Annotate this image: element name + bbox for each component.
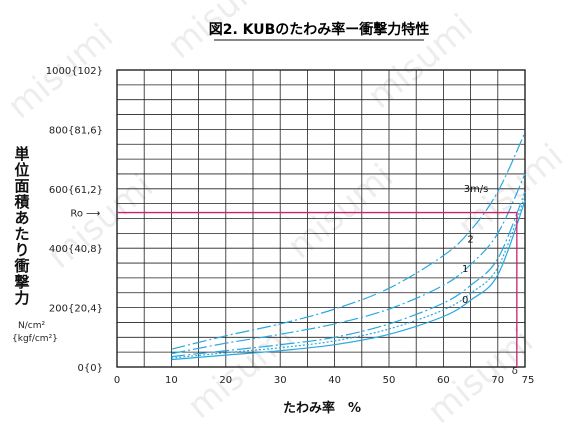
chart-title: 図2. KUBのたわみ率ー衝撃力特性 bbox=[209, 21, 430, 38]
series-layer: 3m/s 2 1 0 bbox=[171, 132, 526, 361]
y-axis-label-char: 積 bbox=[13, 193, 30, 211]
ro-label: Ro bbox=[70, 209, 83, 220]
y-tick-label: 400{40,8} bbox=[49, 244, 103, 255]
y-tick-label: 600{61,2} bbox=[49, 185, 103, 196]
x-tick-label: 30 bbox=[274, 375, 287, 386]
y-axis-label-char: あ bbox=[14, 209, 29, 227]
x-tick-label: 20 bbox=[219, 375, 232, 386]
series-label-0: 0 bbox=[462, 295, 468, 306]
x-tick-label: 60 bbox=[437, 375, 450, 386]
y-axis-label-char: 撃 bbox=[14, 273, 29, 291]
series-label-2: 2 bbox=[467, 234, 473, 245]
x-tick-label: 10 bbox=[165, 375, 178, 386]
y-axis-label-char: 位 bbox=[14, 161, 29, 179]
y-tick-label: 200{20,4} bbox=[49, 304, 103, 315]
y-axis-label-char: 面 bbox=[14, 177, 29, 195]
y-axis-label-char: 衝 bbox=[13, 257, 29, 275]
series-line-3ms-0 bbox=[171, 132, 526, 350]
annotations: Ro ⟶ δ bbox=[70, 209, 518, 377]
series-label-3ms: 3m/s bbox=[464, 184, 489, 195]
series-line-1-2 bbox=[171, 191, 526, 358]
x-tick-label: 40 bbox=[328, 375, 341, 386]
ro-arrow: ⟶ bbox=[86, 209, 100, 220]
y-axis-label-char: た bbox=[14, 225, 29, 243]
x-tick-labels: 0 10 20 30 40 50 60 70 75 bbox=[114, 375, 535, 386]
y-tick-label: 0{0} bbox=[78, 363, 103, 374]
series-line-2-1 bbox=[171, 173, 526, 355]
y-tick-label: 800{81,6} bbox=[49, 125, 103, 136]
x-tick-label: 75 bbox=[522, 375, 535, 386]
y-axis-label-char: 単 bbox=[14, 145, 29, 163]
y-tick-labels: 0{0} 200{20,4} 400{40,8} 600{61,2} 800{81,6}… bbox=[46, 66, 103, 374]
y-unit-2: {kgf/cm²} bbox=[12, 334, 58, 344]
x-tick-label: 50 bbox=[383, 375, 396, 386]
series-label-1: 1 bbox=[462, 264, 468, 275]
y-tick-label: 1000{102} bbox=[46, 66, 103, 77]
grid bbox=[116, 69, 526, 368]
x-tick-label: 70 bbox=[491, 375, 504, 386]
x-tick-label: 0 bbox=[114, 375, 120, 386]
y-axis-label-char: り bbox=[14, 241, 29, 259]
watermark-3: misumi bbox=[40, 166, 161, 277]
y-unit-1: N/cm² bbox=[18, 321, 45, 331]
watermark-4: misumi bbox=[280, 156, 401, 267]
x-axis-label: たわみ率 % bbox=[283, 400, 361, 416]
series-line-0-3 bbox=[171, 200, 526, 361]
delta-label: δ bbox=[512, 366, 518, 377]
y-axis-label-char: 力 bbox=[14, 289, 29, 307]
